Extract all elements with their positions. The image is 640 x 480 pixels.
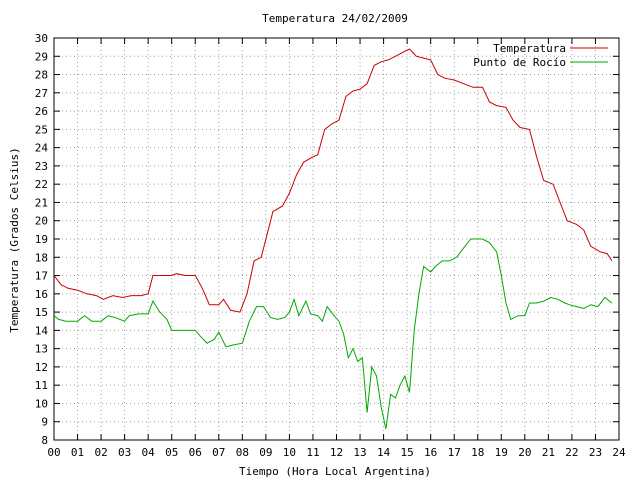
x-tick-label: 22: [565, 446, 578, 459]
x-tick-label: 03: [118, 446, 131, 459]
x-tick-label: 02: [94, 446, 107, 459]
y-tick-label: 10: [35, 397, 48, 410]
y-tick-label: 30: [35, 32, 48, 45]
x-tick-label: 21: [542, 446, 555, 459]
legend-label-punto-de-rocio: Punto de Rocío: [473, 56, 566, 69]
x-tick-label: 10: [283, 446, 296, 459]
y-tick-label: 12: [35, 361, 48, 374]
x-tick-label: 19: [495, 446, 508, 459]
x-tick-label: 11: [306, 446, 319, 459]
y-tick-label: 15: [35, 306, 48, 319]
x-tick-label: 06: [189, 446, 202, 459]
x-tick-label: 18: [471, 446, 484, 459]
x-tick-label: 05: [165, 446, 178, 459]
y-tick-label: 25: [35, 123, 48, 136]
y-tick-label: 20: [35, 215, 48, 228]
chart-title: Temperatura 24/02/2009: [262, 12, 408, 25]
y-tick-label: 14: [35, 324, 49, 337]
y-axis-label: Temperatura (Grados Celsius): [8, 147, 21, 332]
series-line-temperatura: [53, 48, 613, 313]
y-tick-label: 26: [35, 105, 48, 118]
x-tick-label: 17: [448, 446, 461, 459]
x-tick-label: 15: [401, 446, 414, 459]
y-tick-label: 16: [35, 288, 48, 301]
x-tick-label: 13: [353, 446, 366, 459]
y-tick-label: 19: [35, 233, 48, 246]
x-tick-label: 08: [236, 446, 249, 459]
y-tick-label: 28: [35, 69, 48, 82]
y-tick-label: 18: [35, 251, 48, 264]
y-tick-label: 24: [35, 142, 49, 155]
y-tick-label: 23: [35, 160, 48, 173]
y-tick-labels: 8 9 10 11 12 13 14 15 16 17 18 19 20 21 22 23 24 25 26 27 28…: [35, 32, 49, 447]
x-tick-label: 00: [47, 446, 60, 459]
y-tick-label: 13: [35, 343, 48, 356]
y-tick-label: 11: [35, 379, 48, 392]
x-tick-label: 04: [142, 446, 156, 459]
y-tick-label: 8: [41, 434, 48, 447]
y-tick-label: 17: [35, 270, 48, 283]
grid: [54, 38, 619, 440]
x-tick-label: 20: [518, 446, 531, 459]
legend-label-temperatura: Temperatura: [493, 42, 566, 55]
x-axis-label: Tiempo (Hora Local Argentina): [239, 465, 431, 478]
tick-marks: [53, 37, 620, 441]
x-tick-label: 07: [212, 446, 225, 459]
x-tick-label: 09: [259, 446, 272, 459]
y-tick-label: 22: [35, 178, 48, 191]
legend: Temperatura Punto de Rocío: [473, 42, 608, 69]
series-layer: [53, 48, 613, 430]
series-line-punto-de-rocio: [53, 238, 613, 430]
x-tick-label: 16: [424, 446, 437, 459]
y-tick-label: 29: [35, 50, 48, 63]
x-tick-label: 12: [330, 446, 343, 459]
y-tick-label: 27: [35, 87, 48, 100]
y-tick-label: 21: [35, 196, 48, 209]
x-tick-labels: 00 01 02 03 04 05 06 07 08 09 10 11 12 13 14 15 16 17 18 19…: [47, 446, 626, 459]
x-tick-label: 23: [589, 446, 602, 459]
y-tick-label: 9: [41, 416, 48, 429]
x-tick-label: 14: [377, 446, 391, 459]
x-tick-label: 01: [71, 446, 84, 459]
x-tick-label: 24: [612, 446, 626, 459]
